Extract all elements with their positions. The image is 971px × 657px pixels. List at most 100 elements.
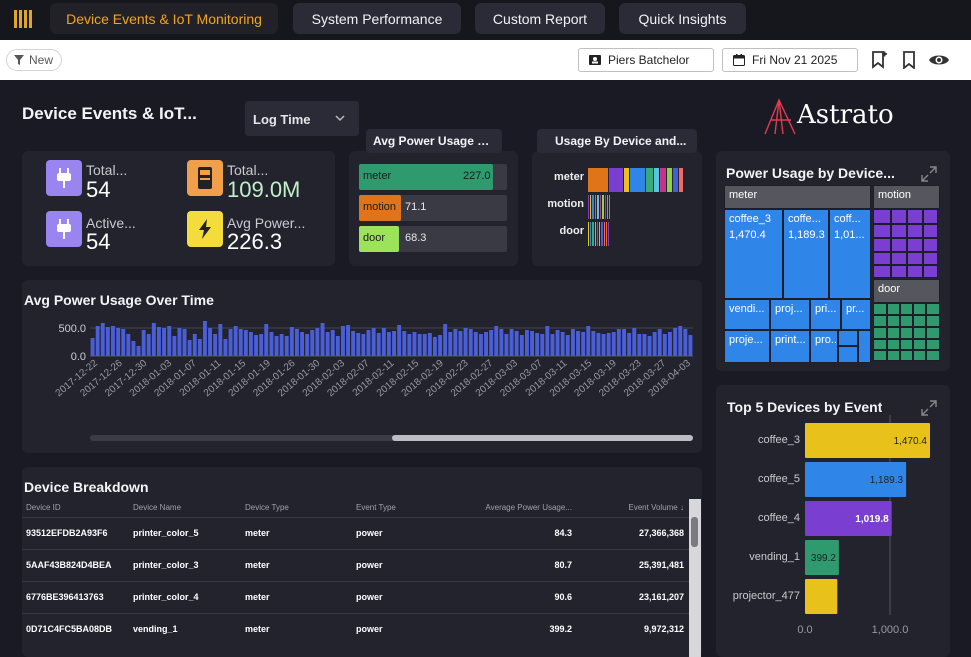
time-bar[interactable] <box>361 334 366 356</box>
treemap-cell[interactable] <box>873 350 887 361</box>
treemap-cell[interactable] <box>873 303 887 315</box>
time-bar[interactable] <box>463 328 468 356</box>
time-bar[interactable] <box>95 326 100 356</box>
time-bar[interactable] <box>443 324 448 356</box>
treemap-cell[interactable] <box>900 315 913 327</box>
treemap-cell[interactable] <box>923 209 938 224</box>
treemap-cell[interactable]: vendi... <box>724 299 770 330</box>
treemap-cell[interactable] <box>926 350 940 361</box>
time-bar[interactable] <box>402 331 407 356</box>
time-bar[interactable] <box>172 336 177 356</box>
treemap-cell[interactable] <box>907 252 923 265</box>
table-row[interactable]: 0D71C4FC5BA08DB vending_1 meter power 399.2 9… <box>22 612 690 645</box>
time-bar[interactable] <box>305 334 310 356</box>
time-bar[interactable] <box>233 326 238 356</box>
treemap-cell[interactable]: proje... <box>724 330 770 363</box>
add-bookmark-icon[interactable] <box>870 51 888 69</box>
time-bar[interactable] <box>576 331 580 356</box>
time-bar[interactable] <box>422 334 427 356</box>
treemap-cell[interactable] <box>913 339 926 350</box>
top5-bar[interactable] <box>805 423 930 458</box>
time-bar[interactable] <box>274 336 279 356</box>
time-bar[interactable] <box>530 331 534 356</box>
table-row[interactable]: 5AAF43B824D4BEA printer_color_3 meter power… <box>22 548 690 581</box>
time-bar[interactable] <box>499 329 504 356</box>
time-bar[interactable] <box>606 333 611 356</box>
time-bar[interactable] <box>116 328 121 356</box>
time-bar[interactable] <box>223 339 228 356</box>
treemap-cell[interactable] <box>923 224 938 238</box>
table-row[interactable]: 93512EFDB2A93F6 printer_color_5 meter power… <box>22 516 690 549</box>
time-bar[interactable] <box>479 334 483 356</box>
col-event-type[interactable]: Event Type <box>356 503 396 513</box>
treemap-cell[interactable] <box>926 303 940 315</box>
treemap-cell[interactable]: coff... 1,01... <box>829 209 871 299</box>
col-event-volume[interactable]: Event Volume ↓ <box>572 499 690 517</box>
expand-icon[interactable] <box>921 166 937 182</box>
time-chart-scrollbar[interactable] <box>90 435 693 441</box>
time-bar[interactable] <box>90 338 95 356</box>
time-bar[interactable] <box>489 330 494 356</box>
treemap-cell[interactable] <box>838 330 858 346</box>
treemap-cell[interactable] <box>887 315 900 327</box>
usage-stacked-bar[interactable] <box>588 222 611 246</box>
time-chart-scroll-thumb[interactable] <box>392 435 693 441</box>
treemap-cell[interactable] <box>926 315 940 327</box>
treemap-cell[interactable] <box>923 252 938 265</box>
time-bar[interactable] <box>315 328 320 356</box>
time-bar[interactable] <box>586 326 591 356</box>
type-bar-row[interactable]: motion 71.1 <box>359 195 507 221</box>
time-bar[interactable] <box>622 329 626 356</box>
treemap-cell[interactable] <box>873 238 891 252</box>
time-bar[interactable] <box>433 337 437 356</box>
app-logo-icon[interactable] <box>12 8 34 30</box>
time-bar[interactable] <box>581 332 586 356</box>
time-bar[interactable] <box>504 334 509 356</box>
time-bar[interactable] <box>279 334 284 356</box>
tab-system-performance[interactable]: System Performance <box>293 3 461 34</box>
time-bar[interactable] <box>335 336 340 356</box>
time-bar[interactable] <box>632 328 637 356</box>
time-bar[interactable] <box>387 332 391 356</box>
treemap-cell[interactable] <box>873 209 891 224</box>
treemap-cell[interactable] <box>907 238 923 252</box>
time-bar[interactable] <box>417 334 422 356</box>
time-bar[interactable] <box>652 332 657 356</box>
col-device-id[interactable]: Device ID <box>26 503 61 513</box>
top5-bar[interactable] <box>805 462 907 497</box>
treemap-cell[interactable] <box>873 265 891 278</box>
treemap-cell[interactable] <box>891 238 907 252</box>
time-bar[interactable] <box>647 336 652 356</box>
treemap-group-door[interactable]: door <box>873 279 940 303</box>
time-bar[interactable] <box>228 329 233 356</box>
treemap-cell[interactable] <box>873 224 891 238</box>
treemap-cell[interactable] <box>923 265 938 278</box>
time-bar[interactable] <box>310 330 315 356</box>
time-bar[interactable] <box>611 332 616 356</box>
time-bar[interactable] <box>136 346 141 356</box>
time-bar[interactable] <box>525 330 529 356</box>
time-bar[interactable] <box>341 326 345 356</box>
time-bar[interactable] <box>688 335 693 356</box>
time-bar[interactable] <box>494 326 499 356</box>
treemap-cell[interactable] <box>891 265 907 278</box>
time-bar[interactable] <box>509 329 514 356</box>
treemap-cell[interactable]: pro... <box>810 330 838 363</box>
time-bar[interactable] <box>187 340 192 356</box>
treemap-cell[interactable] <box>923 238 938 252</box>
time-bar[interactable] <box>269 332 274 356</box>
time-bar[interactable] <box>565 335 570 356</box>
time-bar[interactable] <box>514 331 519 356</box>
time-bar[interactable] <box>177 328 182 356</box>
time-bar[interactable] <box>555 330 560 356</box>
time-bar[interactable] <box>182 329 187 356</box>
time-bar[interactable] <box>550 334 555 356</box>
treemap-cell[interactable] <box>891 252 907 265</box>
treemap-cell[interactable] <box>873 252 891 265</box>
type-bar-row[interactable]: meter 227.0 <box>359 164 507 190</box>
time-bar[interactable] <box>157 327 161 356</box>
treemap-cell[interactable] <box>907 209 923 224</box>
top5-bar[interactable] <box>805 501 892 536</box>
date-button[interactable]: Fri Nov 21 2025 <box>722 48 858 72</box>
treemap-group-meter[interactable]: meter <box>724 185 871 209</box>
